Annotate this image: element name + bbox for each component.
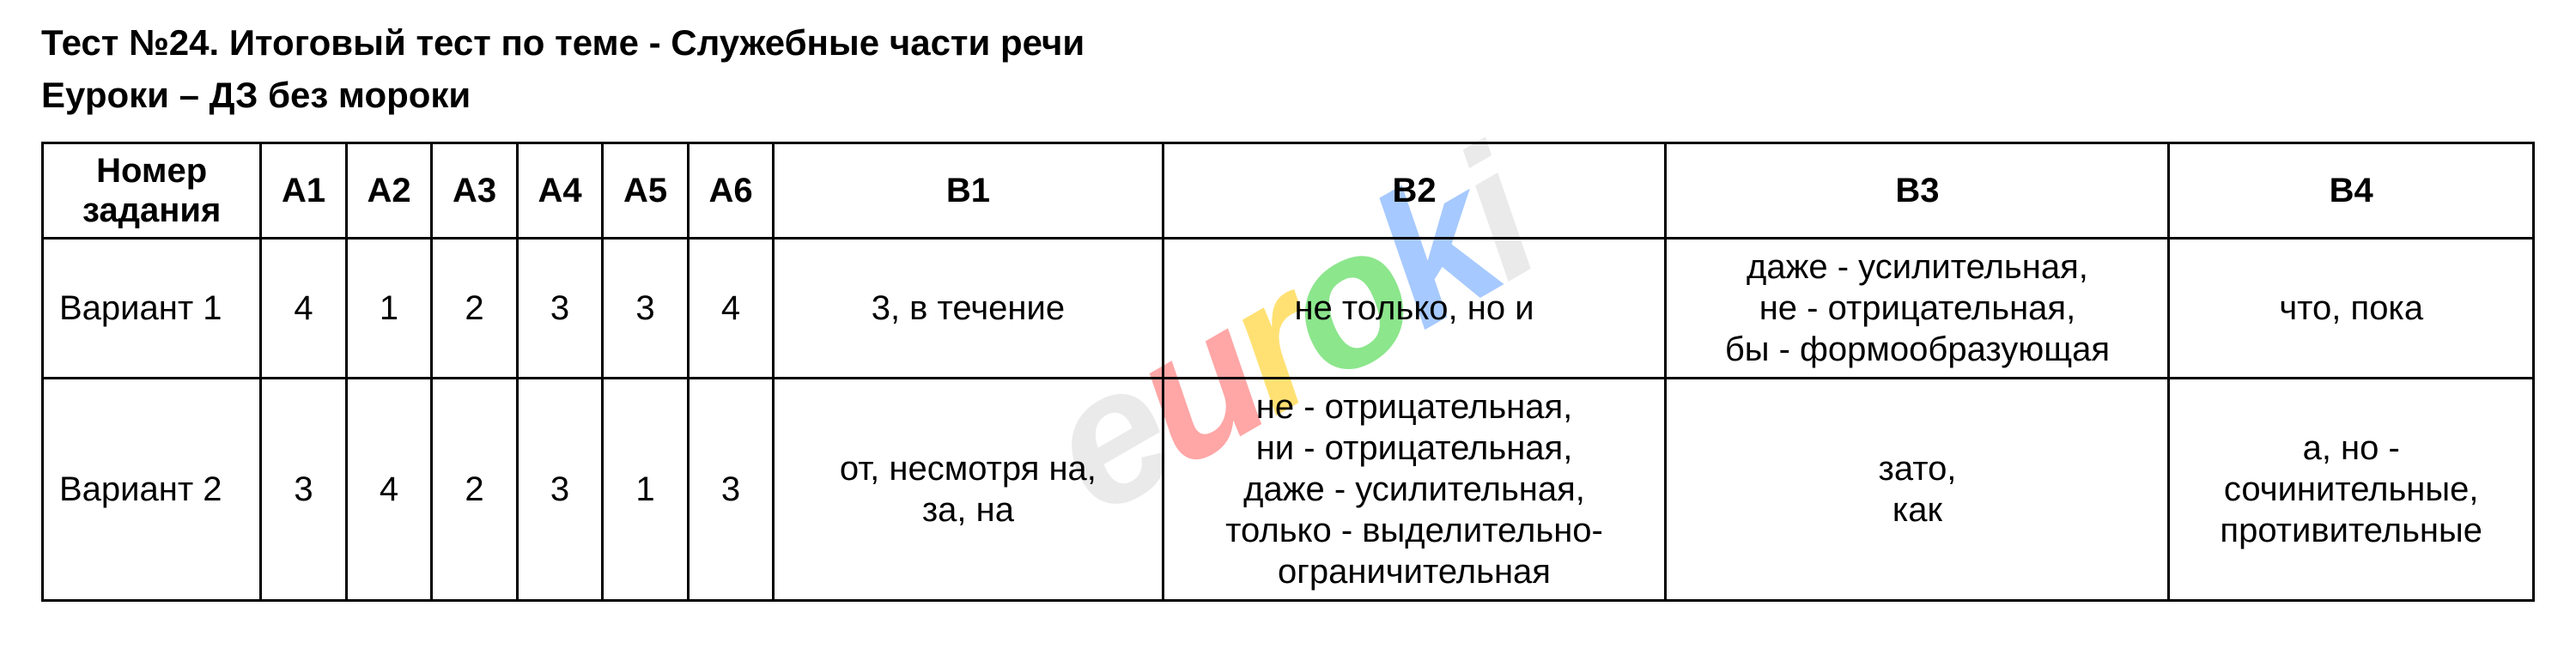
table-row: Вариант 2 3 4 2 3 1 3 от, несмотря на,за… (43, 379, 2534, 601)
cell-a3: 2 (432, 379, 518, 601)
cell-a5: 3 (603, 239, 689, 379)
cell-b1: 3, в течение (774, 239, 1163, 379)
cell-a3: 2 (432, 239, 518, 379)
col-header-b4: В4 (2169, 143, 2534, 239)
col-header-a1: А1 (261, 143, 347, 239)
cell-a6: 3 (688, 379, 774, 601)
page-root: euroki Тест №24. Итоговый тест по теме -… (0, 0, 2576, 667)
col-header-task-line2: задания (82, 191, 221, 229)
col-header-b1: В1 (774, 143, 1163, 239)
col-header-a6: А6 (688, 143, 774, 239)
table-head: Номерзадания А1 А2 А3 А4 А5 А6 В1 В2 В3 … (43, 143, 2534, 239)
answers-table: Номерзадания А1 А2 А3 А4 А5 А6 В1 В2 В3 … (41, 142, 2535, 602)
col-header-task: Номерзадания (43, 143, 261, 239)
cell-a1: 3 (261, 379, 347, 601)
cell-b2: не только, но и (1163, 239, 1666, 379)
cell-b1: от, несмотря на,за, на (774, 379, 1163, 601)
col-header-b3: В3 (1666, 143, 2169, 239)
content-area: Тест №24. Итоговый тест по теме - Служеб… (0, 0, 2576, 602)
cell-b4: а, но -сочинительные,противительные (2169, 379, 2534, 601)
cell-a2: 4 (346, 379, 432, 601)
cell-a6: 4 (688, 239, 774, 379)
col-header-a3: А3 (432, 143, 518, 239)
page-subtitle: Еуроки – ДЗ без мороки (41, 73, 2535, 118)
cell-variant: Вариант 2 (43, 379, 261, 601)
table-row: Вариант 1 4 1 2 3 3 4 3, в течение не то… (43, 239, 2534, 379)
cell-a4: 3 (517, 379, 603, 601)
cell-variant: Вариант 1 (43, 239, 261, 379)
col-header-a5: А5 (603, 143, 689, 239)
cell-b3: даже - усилительная,не - отрицательная,б… (1666, 239, 2169, 379)
col-header-a2: А2 (346, 143, 432, 239)
cell-b2: не - отрицательная,ни - отрицательная,да… (1163, 379, 1666, 601)
cell-b4: что, пока (2169, 239, 2534, 379)
cell-a2: 1 (346, 239, 432, 379)
table-header-row: Номерзадания А1 А2 А3 А4 А5 А6 В1 В2 В3 … (43, 143, 2534, 239)
cell-a4: 3 (517, 239, 603, 379)
cell-b3: зато,как (1666, 379, 2169, 601)
table-body: Вариант 1 4 1 2 3 3 4 3, в течение не то… (43, 239, 2534, 601)
col-header-a4: А4 (517, 143, 603, 239)
cell-a1: 4 (261, 239, 347, 379)
cell-a5: 1 (603, 379, 689, 601)
col-header-task-line1: Номер (96, 152, 207, 190)
page-title: Тест №24. Итоговый тест по теме - Служеб… (41, 21, 2535, 66)
col-header-b2: В2 (1163, 143, 1666, 239)
